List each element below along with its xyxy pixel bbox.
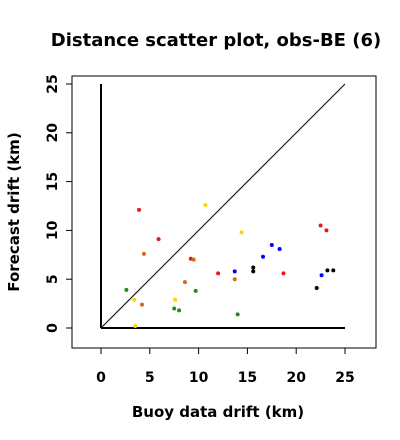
data-point bbox=[203, 203, 208, 208]
data-point bbox=[133, 324, 138, 329]
data-point bbox=[124, 287, 129, 292]
data-point bbox=[239, 230, 244, 235]
data-point bbox=[235, 312, 240, 317]
identity-line bbox=[100, 83, 346, 329]
data-point bbox=[139, 302, 144, 307]
y-tick-label: 0 bbox=[45, 323, 61, 333]
chart-title: Distance scatter plot, obs-BE (6) bbox=[51, 30, 381, 51]
data-point bbox=[277, 246, 282, 251]
data-point bbox=[232, 277, 237, 282]
x-tick-label: 20 bbox=[286, 370, 306, 386]
data-point bbox=[216, 271, 221, 276]
data-point bbox=[141, 251, 146, 256]
data-point bbox=[156, 237, 161, 242]
x-tick-label: 10 bbox=[189, 370, 209, 386]
data-point bbox=[281, 271, 286, 276]
data-point bbox=[314, 285, 319, 290]
y-tick-label: 5 bbox=[45, 274, 61, 284]
x-axis-ticks: 0 5 10 15 20 25 bbox=[96, 348, 355, 386]
reference-lines bbox=[100, 83, 346, 329]
x-tick-label: 5 bbox=[145, 370, 155, 386]
data-point bbox=[251, 265, 256, 270]
y-tick-label: 25 bbox=[45, 74, 61, 93]
data-point bbox=[177, 308, 182, 313]
y-tick-label: 10 bbox=[45, 220, 61, 240]
data-point bbox=[331, 268, 336, 273]
data-point bbox=[172, 306, 177, 311]
data-point bbox=[193, 288, 198, 293]
x-tick-label: 15 bbox=[238, 370, 257, 386]
x-tick-label: 25 bbox=[335, 370, 354, 386]
data-point bbox=[269, 243, 274, 248]
data-point bbox=[319, 273, 324, 278]
data-point bbox=[324, 228, 329, 233]
data-point bbox=[318, 223, 323, 228]
data-point bbox=[173, 297, 178, 302]
plot-frame bbox=[71, 75, 377, 349]
data-points bbox=[124, 203, 336, 329]
y-tick-label: 15 bbox=[45, 172, 61, 191]
data-point bbox=[191, 257, 196, 262]
data-point bbox=[182, 280, 187, 285]
data-point bbox=[251, 269, 256, 274]
data-point bbox=[232, 269, 237, 274]
x-tick-label: 0 bbox=[96, 370, 106, 386]
y-axis-label: Forecast drift (km) bbox=[5, 132, 23, 291]
data-point bbox=[325, 268, 330, 273]
data-point bbox=[132, 297, 137, 302]
data-point bbox=[261, 254, 266, 259]
x-axis-label: Buoy data drift (km) bbox=[132, 403, 304, 421]
y-axis-ticks: 0 5 10 15 20 25 bbox=[45, 74, 72, 333]
data-point bbox=[137, 207, 142, 212]
y-tick-label: 20 bbox=[45, 123, 61, 143]
